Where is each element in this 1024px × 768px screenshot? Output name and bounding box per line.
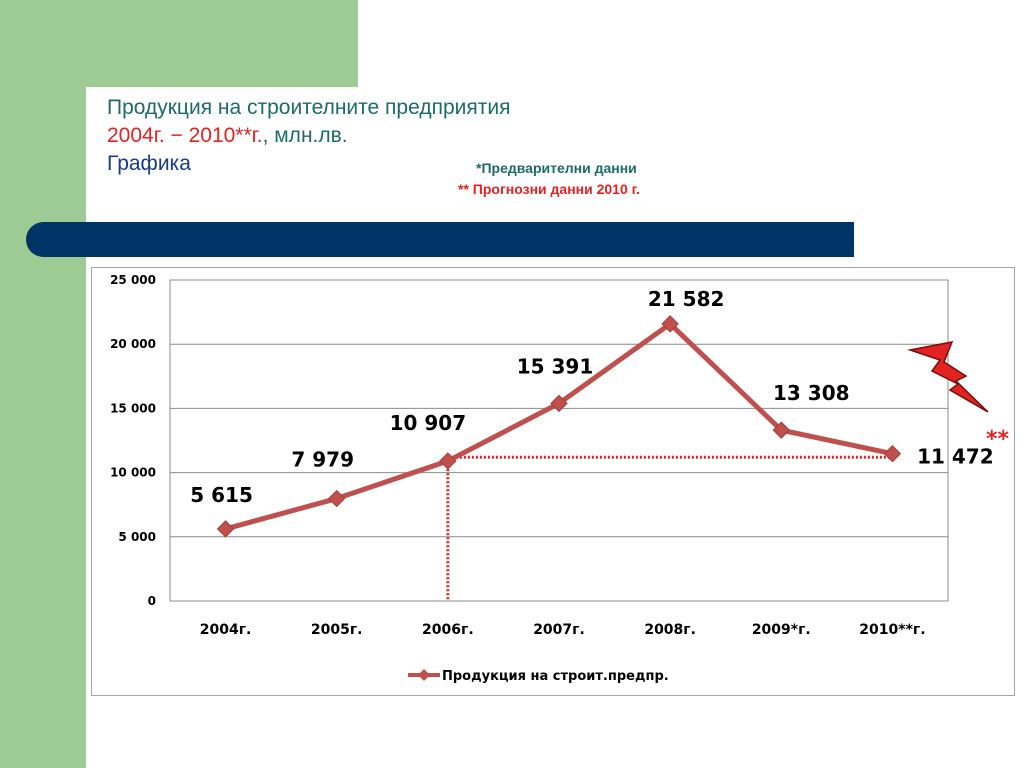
data-point (883, 444, 902, 463)
chart-frame (91, 267, 1015, 696)
forecast-annotation: ** (986, 427, 1010, 452)
y-tick-label: 0 (148, 594, 156, 608)
data-point (550, 394, 568, 413)
x-tick-label: 2007г. (533, 622, 585, 638)
data-label: 15 391 (517, 354, 594, 378)
data-point (661, 315, 679, 333)
data-label: 5 615 (190, 483, 253, 507)
legend-label: Продукция на строит.предпр. (442, 669, 669, 684)
forecast-note: ** Прогнозни данни 2010 г. (458, 181, 640, 197)
unit-label: , млн.лв. (262, 124, 348, 147)
preliminary-note: *Предварителни данни (476, 160, 637, 176)
x-tick-label: 2006г. (422, 622, 474, 638)
data-point (216, 520, 235, 538)
data-point (328, 489, 346, 508)
x-tick-label: 2004г. (200, 622, 252, 638)
section-label: Графика (107, 152, 191, 175)
y-tick-label: 20 000 (110, 337, 156, 351)
data-label: 13 308 (773, 381, 850, 405)
y-tick-label: 5 000 (118, 530, 156, 544)
x-tick-label: 2010**г. (859, 622, 925, 638)
data-point (439, 452, 457, 470)
x-tick-label: 2009*г. (752, 622, 811, 638)
x-tick-label: 2005г. (311, 622, 363, 638)
data-point (772, 421, 790, 439)
data-label: 10 907 (390, 411, 467, 435)
background-green-top (86, 0, 358, 87)
y-tick-label: 25 000 (110, 273, 156, 287)
y-tick-label: 15 000 (110, 401, 156, 415)
data-label: 7 979 (291, 448, 354, 472)
period-label: 2004г. − 2010**г. (107, 124, 263, 147)
data-label: 21 582 (648, 287, 725, 311)
page-title: Продукция на строителните предприятия (107, 96, 511, 119)
x-tick-label: 2008г. (644, 622, 696, 638)
y-tick-label: 10 000 (110, 466, 156, 480)
background-green-left (0, 0, 86, 768)
divider-bar (26, 222, 854, 257)
lightning-bolt-icon (907, 341, 989, 413)
data-label: 11 472 (917, 445, 994, 469)
page-subtitle: 2004г. − 2010**г., млн.лв. (107, 124, 348, 148)
legend-marker (418, 669, 430, 681)
